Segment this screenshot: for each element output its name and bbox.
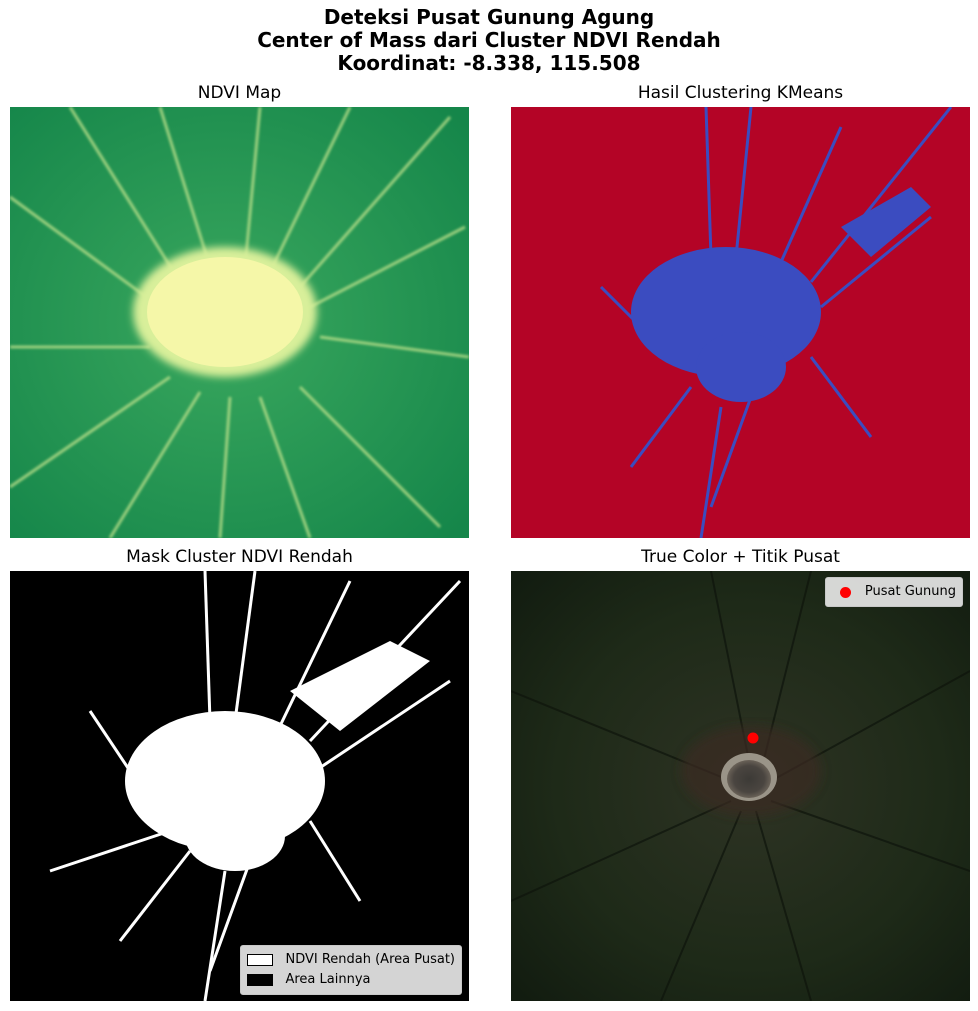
legend-marker-red	[839, 586, 851, 598]
legend-label-other: Area Lainnya	[285, 972, 371, 987]
legend-item-center: Pusat Gunung	[832, 582, 956, 602]
legend-swatch-black	[247, 974, 274, 986]
kmeans-title: Hasil Clustering KMeans	[637, 83, 844, 103]
mask-legend: NDVI Rendah (Area Pusat) Area Lainnya	[240, 945, 462, 995]
ndvi-map-image	[10, 107, 469, 538]
ndvi-map-panel	[10, 107, 469, 538]
kmeans-panel	[511, 107, 970, 538]
suptitle-line-1: Deteksi Pusat Gunung Agung	[323, 5, 655, 29]
mask-title: Mask Cluster NDVI Rendah	[126, 547, 353, 567]
figure-suptitle: Deteksi Pusat Gunung Agung Center of Mas…	[0, 6, 978, 75]
legend-label-low-ndvi: NDVI Rendah (Area Pusat)	[285, 952, 455, 967]
center-marker	[747, 732, 759, 744]
truecolor-panel: Pusat Gunung	[511, 571, 970, 1001]
kmeans-image	[511, 107, 970, 538]
suptitle-line-3: Koordinat: -8.338, 115.508	[337, 51, 641, 75]
truecolor-legend: Pusat Gunung	[824, 577, 963, 607]
legend-label-center: Pusat Gunung	[864, 584, 956, 599]
truecolor-title: True Color + Titik Pusat	[641, 547, 840, 567]
mask-panel: NDVI Rendah (Area Pusat) Area Lainnya	[10, 571, 469, 1001]
legend-item-other: Area Lainnya	[247, 970, 455, 990]
legend-swatch-white	[247, 954, 274, 966]
legend-item-low-ndvi: NDVI Rendah (Area Pusat)	[247, 950, 455, 970]
suptitle-line-2: Center of Mass dari Cluster NDVI Rendah	[257, 28, 721, 52]
ndvi-map-title: NDVI Map	[197, 83, 282, 103]
mask-image	[10, 571, 469, 1001]
truecolor-image	[511, 571, 970, 1001]
